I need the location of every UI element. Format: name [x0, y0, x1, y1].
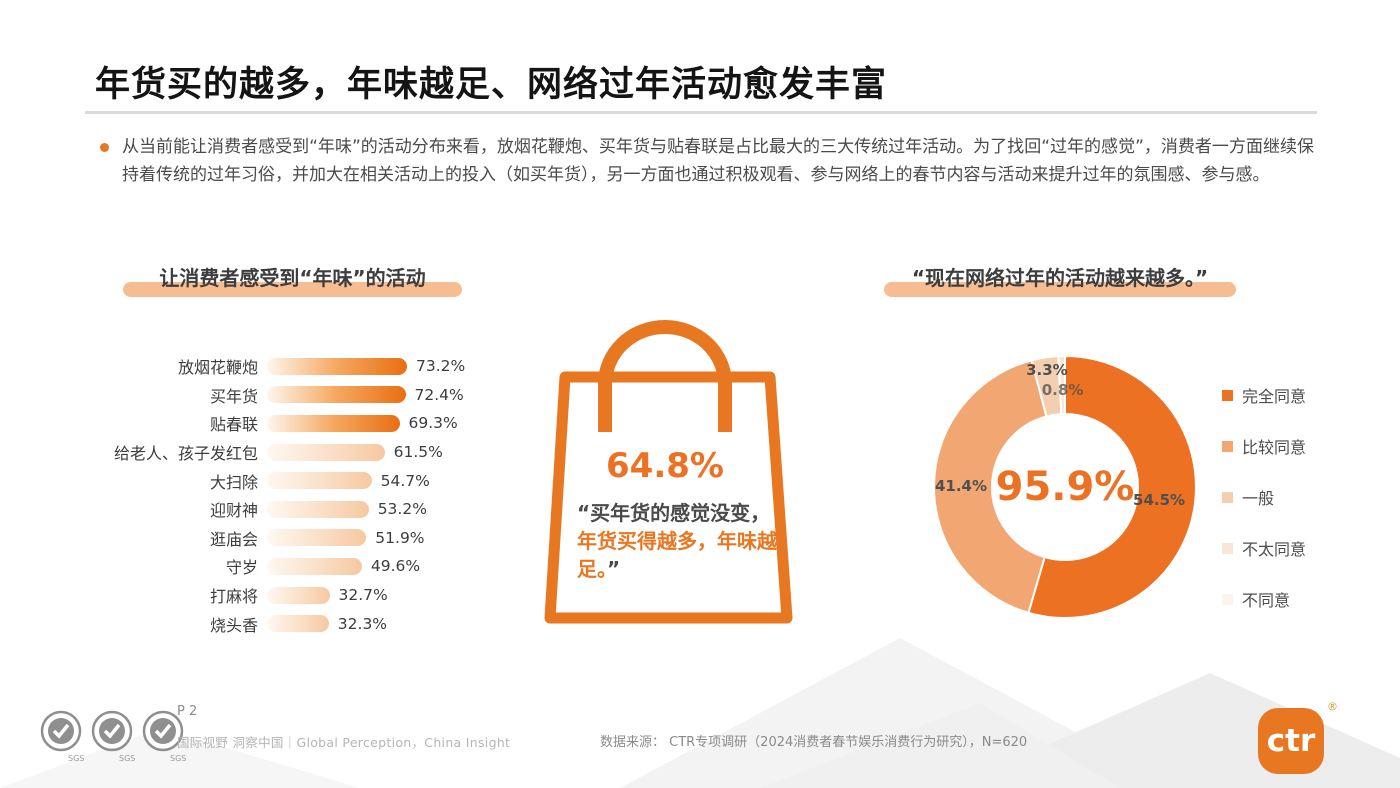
- bar-row: 给老人、孩子发红包 61.5%: [100, 438, 530, 467]
- legend-label: 一般: [1242, 489, 1275, 508]
- svg-text:SGS: SGS: [68, 754, 84, 763]
- bar-row: 逛庙会 51.9%: [100, 524, 530, 553]
- bar-category-label: 大扫除: [209, 472, 258, 492]
- bar: [267, 529, 367, 547]
- bar-row: 买年货 72.4%: [100, 381, 530, 410]
- bar-value-label: 54.7%: [380, 471, 430, 490]
- intro-paragraph: 从当前能让消费者感受到“年味”的活动分布来看，放烟花鞭炮、买年货与贴春联是占比最…: [100, 134, 1314, 189]
- bar-row: 烧头香 32.3%: [100, 609, 530, 638]
- donut-slice-label: 54.5%: [1133, 491, 1186, 510]
- bar-value-label: 69.3%: [408, 414, 458, 433]
- bar-value-label: 49.6%: [370, 557, 421, 576]
- bar-row: 迎财神 53.2%: [100, 495, 530, 524]
- bar-category-label: 烧头香: [209, 615, 258, 635]
- legend-swatch: [1222, 491, 1233, 503]
- bar: [267, 357, 407, 375]
- data-source: 数据来源： CTR专项调研（2024消费者春节娱乐消费行为研究），N=620: [600, 735, 1028, 750]
- legend-item: 不同意: [1222, 587, 1306, 611]
- bar-value-label: 61.5%: [393, 443, 443, 462]
- donut-slice-label: 0.8%: [1041, 381, 1084, 400]
- registered-mark: ®: [1327, 700, 1338, 713]
- certification-logos: SGS SGS SGS: [38, 710, 186, 764]
- shopping-bag-icon: [538, 312, 798, 632]
- page-title: 年货买的越多，年味越足、网络过年活动愈发丰富: [95, 65, 888, 105]
- quote-open: “买年货的感觉没变，: [577, 501, 771, 525]
- legend-label: 不太同意: [1242, 540, 1307, 559]
- legend-item: 完全同意: [1222, 383, 1306, 407]
- bar-row: 守岁 49.6%: [100, 552, 530, 581]
- bar-row: 打麻将 32.7%: [100, 581, 530, 610]
- svg-text:SGS: SGS: [119, 754, 135, 763]
- donut-slice: [1027, 354, 1198, 619]
- ctr-logo: ctr: [1258, 708, 1324, 774]
- bar-value-label: 73.2%: [416, 357, 466, 376]
- bar-category-label: 守岁: [225, 558, 258, 578]
- bar-value-label: 53.2%: [377, 500, 427, 519]
- bar-row: 贴春联 69.3%: [100, 409, 530, 438]
- bar-category-label: 给老人、孩子发红包: [113, 444, 258, 464]
- donut-legend: 完全同意比较同意一般不太同意不同意: [1222, 383, 1306, 611]
- sgs-cert-icon: SGS: [91, 710, 135, 763]
- donut-slice-label: 41.4%: [934, 476, 988, 495]
- legend-item: 比较同意: [1222, 434, 1306, 458]
- legend-item: 一般: [1222, 485, 1306, 509]
- legend-item: 不太同意: [1222, 536, 1306, 560]
- bar: [267, 386, 406, 404]
- bar-value-label: 32.3%: [337, 614, 388, 633]
- background-mountains: [0, 638, 1400, 788]
- bar: [267, 615, 329, 633]
- bag-quote: “买年货的感觉没变， 年货买得越多，年味越足。”: [577, 499, 785, 583]
- bar: [267, 586, 330, 604]
- bar: [267, 472, 372, 490]
- title-divider: [85, 111, 1317, 114]
- title-highlight-bar: [123, 282, 462, 297]
- quote-close: ”: [607, 557, 621, 581]
- legend-swatch: [1222, 542, 1233, 554]
- svg-text:SGS: SGS: [170, 754, 186, 763]
- bar-chart-title: 让消费者感受到“年味”的活动: [123, 262, 462, 297]
- bar-category-label: 放烟花鞭炮: [177, 358, 258, 378]
- quote-highlight: 年货买得越多，年味越足。: [577, 529, 777, 581]
- donut-chart-title: “现在网络过年的活动越来越多。”: [884, 262, 1236, 297]
- legend-swatch: [1222, 593, 1233, 605]
- bar-category-label: 打麻将: [209, 587, 258, 607]
- donut-slice: [933, 359, 1048, 615]
- bar-category-label: 买年货: [209, 386, 258, 406]
- bar-category-label: 迎财神: [209, 501, 258, 521]
- legend-label: 比较同意: [1242, 438, 1307, 457]
- intro-text: 从当前能让消费者感受到“年味”的活动分布来看，放烟花鞭炮、买年货与贴春联是占比最…: [122, 137, 1314, 185]
- bar-row: 放烟花鞭炮 73.2%: [100, 352, 530, 381]
- bar-value-label: 72.4%: [414, 385, 464, 404]
- legend-swatch: [1222, 440, 1233, 452]
- sgs-cert-icon: SGS: [40, 710, 84, 763]
- bar: [267, 414, 400, 432]
- title-highlight-bar: [884, 282, 1236, 297]
- bar-category-label: 逛庙会: [209, 529, 258, 549]
- footer-tagline: 国际视野 洞察中国｜Global Perception，China Insigh…: [177, 735, 511, 750]
- donut-slice: [1057, 354, 1066, 416]
- sgs-cert-icon: SGS: [142, 710, 186, 763]
- bar-value-label: 32.7%: [338, 586, 388, 605]
- donut-slice-label: 3.3%: [1026, 361, 1068, 380]
- bar-chart: 放烟花鞭炮 73.2% 买年货 72.4% 贴春联 69.3% 给老人、孩子发红包 61.5%…: [100, 352, 530, 638]
- bullet-icon: [100, 143, 109, 152]
- donut-chart: 95.9% 54.5% 41.4% 3.3% 0.8%: [930, 352, 1200, 622]
- bag-statistic-value: 64.8%: [606, 446, 724, 486]
- page-number: P 2: [177, 704, 198, 719]
- bar-value-label: 51.9%: [375, 528, 425, 547]
- bar: [267, 557, 362, 575]
- bar-row: 大扫除 54.7%: [100, 466, 530, 495]
- legend-label: 不同意: [1242, 591, 1291, 610]
- bar-category-label: 贴春联: [209, 415, 258, 435]
- legend-swatch: [1222, 389, 1233, 401]
- bar: [267, 443, 385, 461]
- bar: [267, 500, 369, 518]
- legend-label: 完全同意: [1242, 387, 1307, 406]
